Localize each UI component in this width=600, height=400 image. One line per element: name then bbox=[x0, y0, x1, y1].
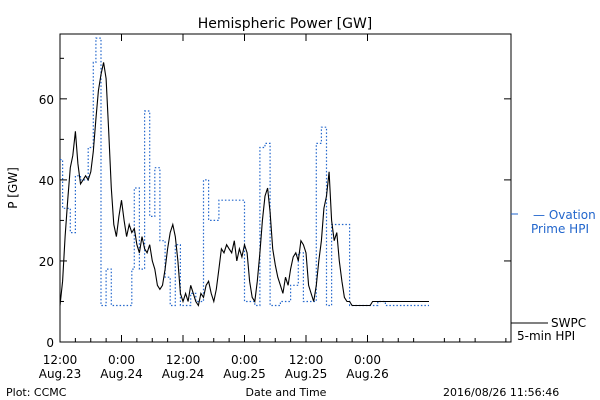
y-axis-label: P [GW] bbox=[6, 167, 20, 209]
series-ovation-prime-line bbox=[60, 37, 429, 307]
x-tick-label-date: Aug.26 bbox=[346, 367, 389, 381]
legend-ovation-line2: Prime HPI bbox=[531, 222, 589, 236]
y-tick-label: 0 bbox=[46, 336, 54, 350]
plot-frame bbox=[59, 33, 512, 343]
series-swpc-line bbox=[59, 62, 429, 307]
x-tick-label-date: Aug.25 bbox=[223, 367, 266, 381]
series-layer bbox=[59, 37, 429, 307]
y-axis: 0 20 40 60 bbox=[39, 57, 511, 350]
legend-swpc-line2: 5-min HPI bbox=[517, 329, 575, 343]
legend-ovation-line1: — Ovation bbox=[533, 208, 596, 222]
y-tick-label: 40 bbox=[39, 174, 54, 188]
chart-title: Hemispheric Power [GW] bbox=[198, 16, 373, 32]
x-tick-label-time: 12:00 bbox=[43, 353, 78, 367]
x-tick-label-date: Aug.24 bbox=[100, 367, 143, 381]
x-tick-label-time: 0:00 bbox=[354, 353, 381, 367]
x-tick-label-date: Aug.25 bbox=[285, 367, 328, 381]
x-axis-label: Date and Time bbox=[246, 386, 327, 399]
footer-timestamp: 2016/08/26 11:56:46 bbox=[443, 386, 559, 399]
x-tick-label-time: 0:00 bbox=[108, 353, 135, 367]
y-tick-label: 60 bbox=[39, 93, 54, 107]
x-tick-label-time: 12:00 bbox=[289, 353, 324, 367]
x-tick-label-date: Aug.23 bbox=[39, 367, 82, 381]
footer-credit: Plot: CCMC bbox=[6, 386, 67, 399]
y-tick-label: 20 bbox=[39, 255, 54, 269]
x-tick-label-date: Aug.24 bbox=[162, 367, 205, 381]
x-tick-label-time: 0:00 bbox=[231, 353, 258, 367]
legend-swpc-line1: SWPC bbox=[551, 316, 586, 330]
x-axis: 12:00Aug.230:00Aug.2412:00Aug.240:00Aug.… bbox=[39, 34, 507, 381]
x-tick-label-time: 12:00 bbox=[166, 353, 201, 367]
